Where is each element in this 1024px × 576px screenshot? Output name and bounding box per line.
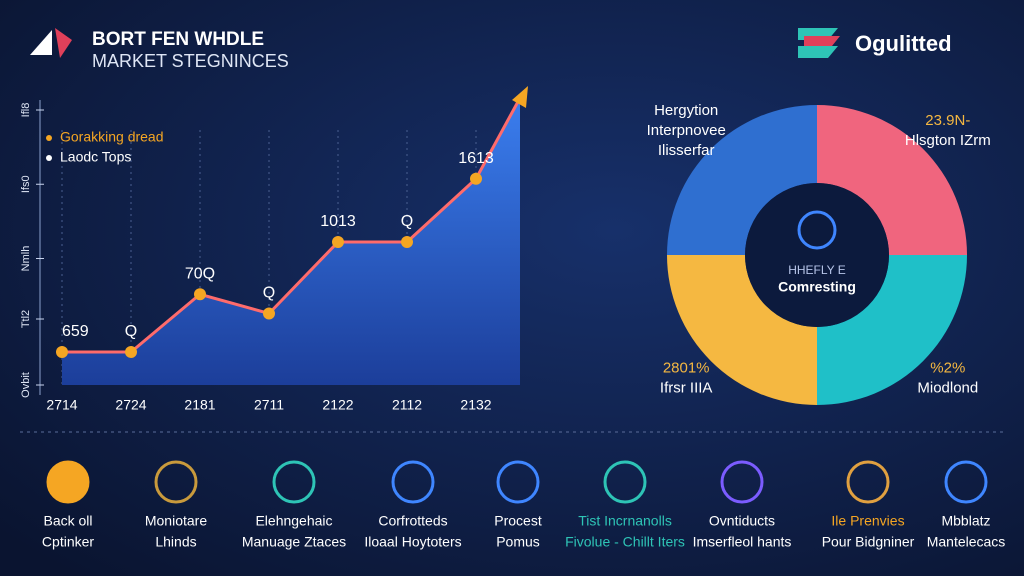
feature-icon bbox=[46, 460, 90, 504]
point bbox=[401, 236, 413, 248]
point bbox=[194, 288, 206, 301]
feature-label: Pour Bidgniner bbox=[822, 534, 915, 550]
segment-label: 2801% bbox=[663, 360, 710, 377]
segment-label: Interpnovee bbox=[647, 122, 726, 139]
feature-icon bbox=[603, 460, 647, 504]
point-label: Q bbox=[125, 323, 137, 340]
x-tick-label: 2112 bbox=[392, 397, 422, 413]
title: BORT FEN WHDLE bbox=[92, 29, 264, 50]
feature-icon bbox=[272, 460, 316, 504]
feature-label: Fivolue - Chillt Iters bbox=[565, 534, 685, 550]
point-label: Q bbox=[263, 285, 275, 302]
point-label: 659 bbox=[62, 323, 89, 340]
feature-label: Mbblatz bbox=[941, 513, 990, 529]
pie-segment bbox=[817, 255, 967, 405]
segment-label: %2% bbox=[930, 360, 965, 377]
pie-hole bbox=[745, 183, 889, 327]
point-label: 70Q bbox=[185, 265, 215, 282]
feature-icon bbox=[720, 460, 764, 504]
pie-segment bbox=[667, 255, 817, 405]
segment-label: Miodlond bbox=[917, 380, 978, 397]
legend-dot bbox=[46, 135, 52, 141]
point-label: Q bbox=[401, 213, 413, 230]
arrow-head bbox=[512, 86, 528, 108]
point bbox=[56, 346, 68, 358]
feature-label: Manuage Ztaces bbox=[242, 534, 346, 550]
brand: Ogulitted bbox=[855, 31, 952, 56]
brand-logo bbox=[804, 36, 840, 46]
feature-label: Procest bbox=[494, 513, 542, 529]
point-label: 1613 bbox=[458, 150, 494, 167]
legend-dot bbox=[46, 155, 52, 161]
logo bbox=[55, 28, 72, 58]
feature-label: Elehngehaic bbox=[255, 513, 332, 529]
x-tick-label: 2714 bbox=[46, 397, 77, 413]
center-icon bbox=[797, 210, 837, 250]
point bbox=[332, 236, 344, 248]
subtitle: MARKET STEGNINCES bbox=[92, 51, 289, 71]
y-tick-label: Ttl2 bbox=[20, 310, 32, 328]
x-tick-label: 2724 bbox=[115, 397, 146, 413]
point bbox=[263, 307, 275, 320]
feature-label: Cptinker bbox=[42, 534, 94, 550]
legend-label: Laodc Tops bbox=[60, 149, 131, 165]
center-label: Comresting bbox=[778, 279, 856, 295]
feature-label: Moniotare bbox=[145, 513, 207, 529]
y-tick-label: Ovbit bbox=[20, 372, 32, 398]
feature-label: Ile Prenvies bbox=[831, 513, 904, 529]
brand-logo bbox=[798, 28, 838, 58]
x-tick-label: 2181 bbox=[184, 397, 215, 413]
point-label: 1013 bbox=[320, 213, 356, 230]
feature-icon bbox=[846, 460, 890, 504]
feature-icon bbox=[154, 460, 198, 504]
y-tick-label: Ifl8 bbox=[20, 103, 32, 118]
segment-label: Hlsgton IZrm bbox=[905, 132, 991, 149]
logo bbox=[30, 30, 52, 55]
point bbox=[470, 172, 482, 185]
segment-label: Ifrsr IIIA bbox=[660, 380, 713, 397]
feature-label: Iloaal Hoytoters bbox=[364, 534, 461, 550]
point bbox=[125, 346, 137, 358]
feature-label: Corfrotteds bbox=[378, 513, 447, 529]
feature-label: Tist Incrnanolls bbox=[578, 513, 672, 529]
feature-label: Ovntiducts bbox=[709, 513, 775, 529]
feature-label: Back oll bbox=[43, 513, 92, 529]
pie-segment bbox=[667, 105, 817, 255]
trend-arrow bbox=[474, 97, 522, 180]
x-tick-label: 2711 bbox=[254, 397, 284, 413]
y-tick-label: Ifs0 bbox=[20, 175, 32, 193]
segment-label: Ilisserfar bbox=[658, 142, 715, 159]
feature-label: Lhinds bbox=[155, 534, 196, 550]
legend-label: Gorakking dread bbox=[60, 129, 164, 145]
feature-icon bbox=[391, 460, 435, 504]
feature-label: Pomus bbox=[496, 534, 540, 550]
feature-label: Mantelecacs bbox=[927, 534, 1006, 550]
x-tick-label: 2122 bbox=[322, 397, 353, 413]
y-tick-label: Nmlh bbox=[20, 246, 32, 272]
segment-label: 23.9N- bbox=[925, 112, 970, 129]
feature-label: Imserfleol hants bbox=[693, 534, 792, 550]
feature-icon bbox=[496, 460, 540, 504]
area bbox=[62, 95, 520, 385]
segment-label: Hergytion bbox=[654, 102, 718, 119]
center-label: HHEFLY E bbox=[788, 263, 846, 277]
x-tick-label: 2132 bbox=[460, 397, 491, 413]
pie-segment bbox=[817, 105, 967, 255]
feature-icon bbox=[944, 460, 988, 504]
